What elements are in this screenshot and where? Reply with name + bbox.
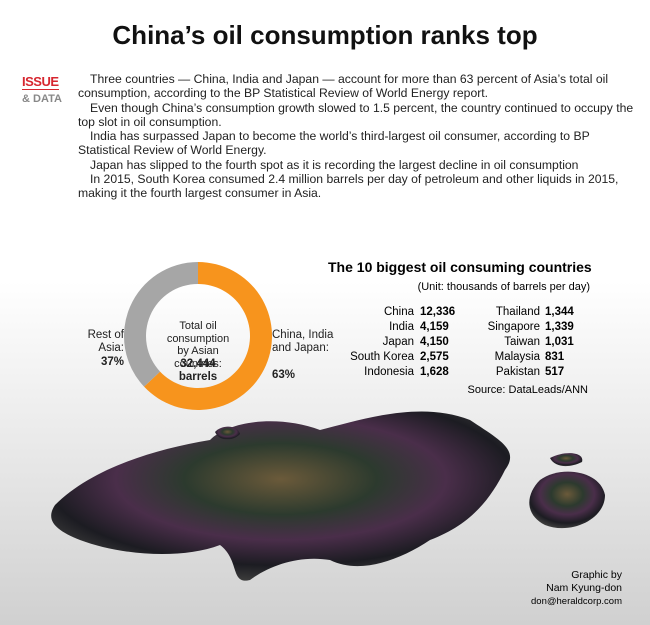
table-title: The 10 biggest oil consuming countries [328,259,592,275]
badge: & DATA [22,93,62,105]
country: Thailand [495,306,540,318]
country: Japan [382,336,414,348]
oil-map [51,411,511,581]
country: Indonesia [364,366,414,378]
title: China’s oil consumption ranks top [112,20,538,50]
paragraph: Japan has slipped to the fourth spot as … [90,157,579,172]
article: Three countries — China, India and Japan… [78,72,638,201]
country: Pakistan [495,366,540,378]
donut-chart [124,262,272,410]
paragraph: Even though China’s consumption growth s… [78,100,634,129]
country: Singapore [487,321,540,333]
donut-slice [124,262,198,387]
paragraph: India has surpassed Japan to become the … [78,129,590,158]
legend-label: Rest of Asia: [87,329,124,354]
consumption: 517 [545,366,565,378]
consumption: 1,031 [545,336,574,348]
center-label: Total oil consumption by Asian countries… [166,320,230,370]
value-label: 63% [272,369,296,381]
country: China [383,306,414,318]
paragraph: Three countries — China, India and Japan… [78,72,609,101]
country: South Korea [350,351,414,363]
value-label: 37% [100,356,124,368]
oil-map [215,426,240,440]
country: Malaysia [494,351,540,363]
consumption: 1,339 [545,321,574,333]
legend-label: China, India and Japan: [272,329,334,354]
badge: ISSUE [22,74,59,90]
country: India [389,321,414,333]
table-unit: (Unit: thousands of barrels per day) [417,281,590,293]
source: Source: DataLeads/ANN [467,384,588,396]
oil-map [529,471,605,529]
consumption: 2,575 [420,351,449,363]
country: Taiwan [504,336,540,348]
consumption: 12,336 [420,306,456,318]
consumption: 1,628 [420,366,449,378]
donut-slice [144,262,272,410]
consumption: 1,344 [545,306,574,318]
consumption: 831 [545,351,565,363]
consumption: 4,150 [420,336,449,348]
center-total: 32,444 barrels [178,358,218,383]
credit: Graphic by [571,569,622,581]
credit-email: don@heraldcorp.com [531,596,622,607]
paragraph: In 2015, South Korea consumed 2.4 millio… [78,172,619,201]
oil-map [550,453,583,467]
consumption: 4,159 [420,321,449,333]
credit: Nam Kyung-don [546,582,622,594]
